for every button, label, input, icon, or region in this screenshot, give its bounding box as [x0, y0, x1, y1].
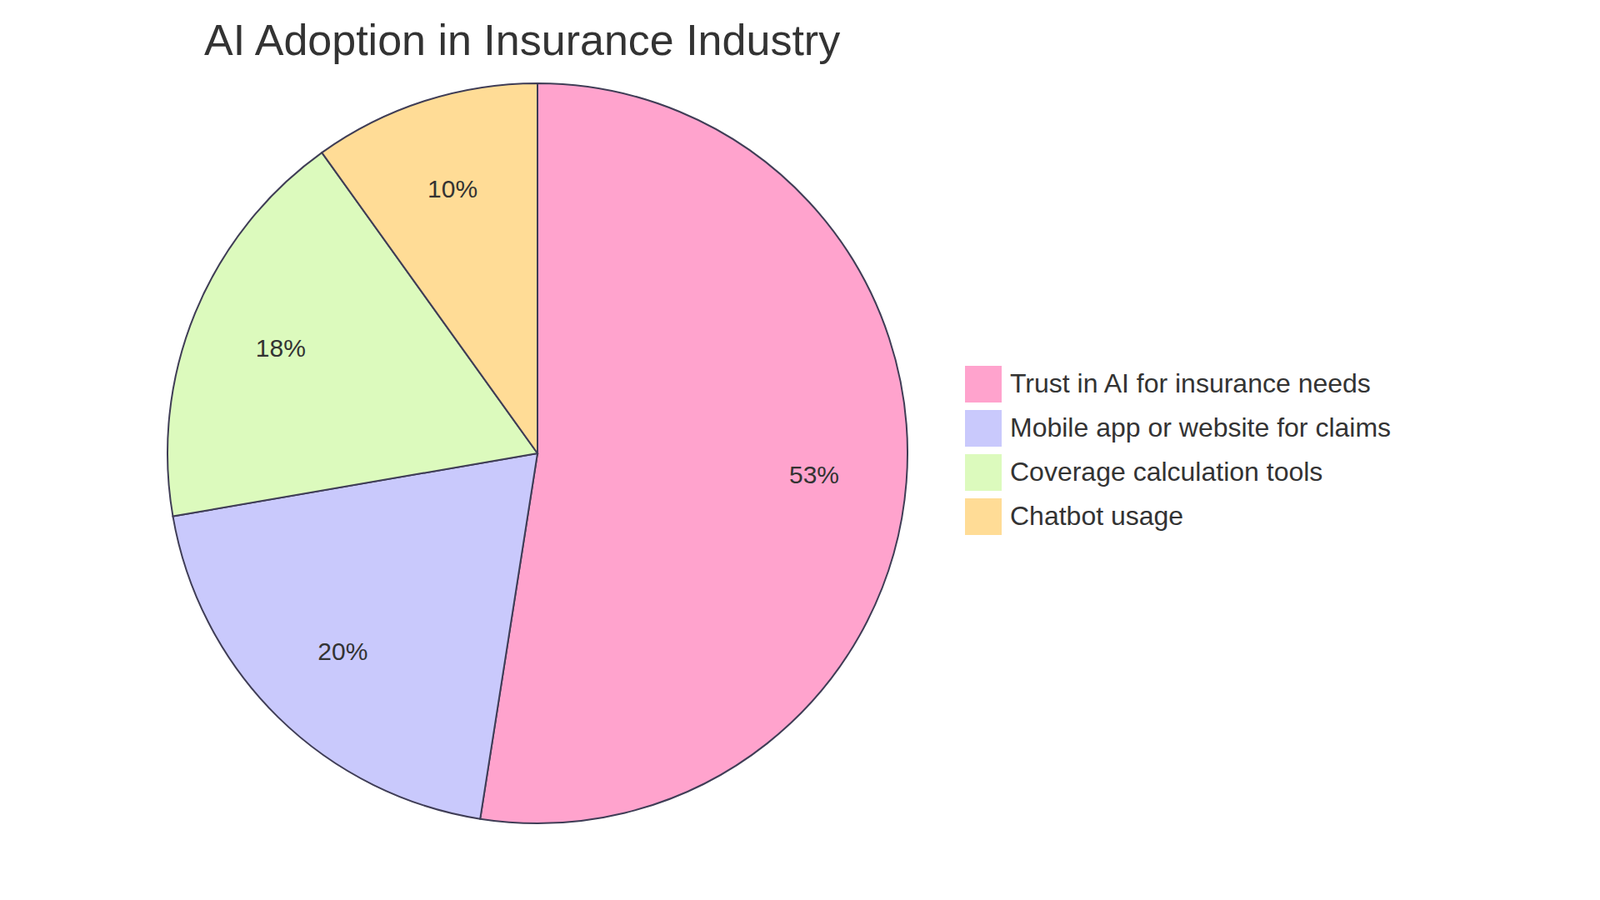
svg-text:20%: 20% — [317, 637, 368, 665]
html-text:Chatbot usage: Chatbot usage — [1010, 500, 1184, 531]
html-text:Coverage calculation tools: Coverage calculation tools — [1010, 456, 1323, 487]
html-text:Trust in AI for insurance need: Trust in AI for insurance needs — [1010, 368, 1371, 399]
html-text:AI Adoption in Insurance Indus: AI Adoption in Insurance Industry — [204, 15, 841, 65]
svg-text:53%: 53% — [789, 460, 840, 489]
html-text:Mobile app or website for clai: Mobile app or website for claims — [1010, 412, 1391, 443]
svg-text:10%: 10% — [427, 175, 478, 203]
svg-text:18%: 18% — [255, 334, 306, 362]
